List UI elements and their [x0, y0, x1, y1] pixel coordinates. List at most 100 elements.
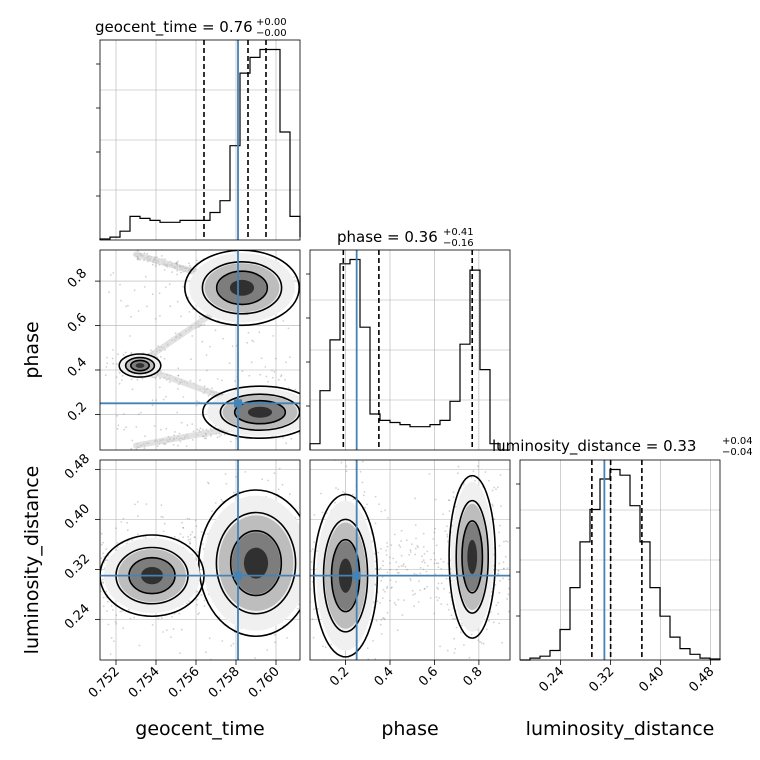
- sample-point: [188, 518, 191, 520]
- sample-point: [136, 533, 139, 535]
- sample-point: [205, 369, 208, 372]
- truth-marker: [234, 399, 242, 408]
- sample-point: [108, 291, 110, 294]
- title-luminosity-distance-minus: −0.04: [722, 447, 753, 458]
- sample-point: [232, 642, 235, 645]
- panel-geocent-time-marginal: [96, 39, 301, 241]
- sample-point: [182, 536, 185, 539]
- truth-marker: [234, 571, 242, 580]
- sample-point: [461, 624, 463, 627]
- sample-point: [386, 587, 388, 589]
- sample-point: [128, 608, 130, 611]
- sample-point: [326, 292, 328, 294]
- sample-point: [214, 329, 217, 332]
- sample-point: [225, 482, 228, 485]
- sample-point: [203, 605, 206, 607]
- sample-point: [216, 378, 219, 380]
- density-fill: [135, 363, 145, 368]
- sample-point: [93, 593, 95, 595]
- title-phase-plus: +0.41: [443, 227, 474, 238]
- title-phase-label: phase: [337, 228, 382, 246]
- sample-point: [366, 647, 369, 650]
- sample-point: [131, 539, 133, 541]
- sample-point: [130, 315, 132, 318]
- sample-point: [156, 445, 159, 448]
- contour-line: [118, 353, 162, 378]
- sample-point: [187, 237, 189, 239]
- sample-point: [125, 426, 127, 429]
- sample-point: [317, 676, 319, 678]
- contour-line: [215, 511, 297, 615]
- sample-point: [293, 276, 296, 278]
- histogram-luminosity-distance: [520, 468, 721, 661]
- sample-point: [194, 536, 196, 539]
- contour-line: [201, 260, 283, 315]
- sample-point: [251, 339, 254, 342]
- sample-point: [352, 676, 354, 678]
- sample-point: [460, 631, 462, 634]
- sample-point: [307, 598, 309, 600]
- sample-point: [418, 580, 420, 583]
- y-tick-label-phase: 0.6: [65, 310, 90, 335]
- sample-point: [377, 551, 380, 554]
- sample-point: [282, 320, 285, 322]
- sample-point: [490, 611, 492, 613]
- sample-point: [395, 568, 398, 571]
- sample-point: [492, 621, 495, 624]
- sample-point: [110, 637, 113, 639]
- sample-point: [480, 642, 483, 644]
- sample-point: [400, 554, 403, 557]
- sample-point: [116, 546, 119, 549]
- contour-line: [229, 529, 283, 597]
- contour-line: [461, 520, 484, 594]
- sample-point: [474, 428, 476, 430]
- sample-point: [414, 547, 417, 550]
- sample-point: [182, 527, 185, 529]
- sample-point: [361, 481, 364, 484]
- sample-point: [444, 530, 447, 532]
- sample-point: [189, 379, 192, 382]
- sample-point: [304, 489, 306, 491]
- sample-point: [179, 652, 181, 655]
- sample-point: [161, 255, 163, 257]
- sample-point: [273, 370, 276, 373]
- sample-point: [398, 571, 400, 574]
- sample-point: [112, 349, 114, 351]
- sample-point: [196, 241, 198, 243]
- sample-point: [235, 344, 238, 347]
- sample-point: [150, 349, 152, 352]
- sample-point: [146, 252, 149, 255]
- sample-point: [434, 558, 436, 561]
- sample-point: [157, 617, 160, 620]
- sample-point: [454, 648, 457, 650]
- title-phase-median: 0.36: [404, 228, 437, 246]
- sample-point: [306, 524, 308, 526]
- sample-point: [408, 553, 411, 556]
- sample-point: [210, 435, 212, 437]
- sample-point: [404, 565, 407, 568]
- sample-point: [129, 617, 132, 620]
- sample-point: [197, 551, 199, 553]
- sample-point: [298, 432, 300, 434]
- sample-point: [115, 376, 118, 379]
- sample-point: [320, 705, 322, 707]
- sample-point: [389, 579, 392, 581]
- sample-point: [185, 445, 188, 447]
- sample-point: [271, 376, 274, 379]
- y-tick-label-phase: 0.4: [65, 355, 90, 380]
- sample-point: [372, 639, 374, 642]
- sample-point: [154, 377, 157, 379]
- sample-point: [297, 508, 299, 510]
- sample-point: [179, 533, 182, 535]
- sample-point: [306, 427, 308, 429]
- sample-point: [400, 565, 403, 567]
- sample-point: [453, 652, 456, 654]
- ylabel-phase: phase: [21, 321, 43, 378]
- sample-point: [374, 495, 377, 498]
- sample-point: [474, 480, 476, 482]
- sample-point: [115, 527, 117, 530]
- sample-point: [497, 486, 499, 488]
- sample-point: [374, 522, 377, 525]
- sample-point: [208, 637, 211, 640]
- sample-point: [261, 478, 264, 481]
